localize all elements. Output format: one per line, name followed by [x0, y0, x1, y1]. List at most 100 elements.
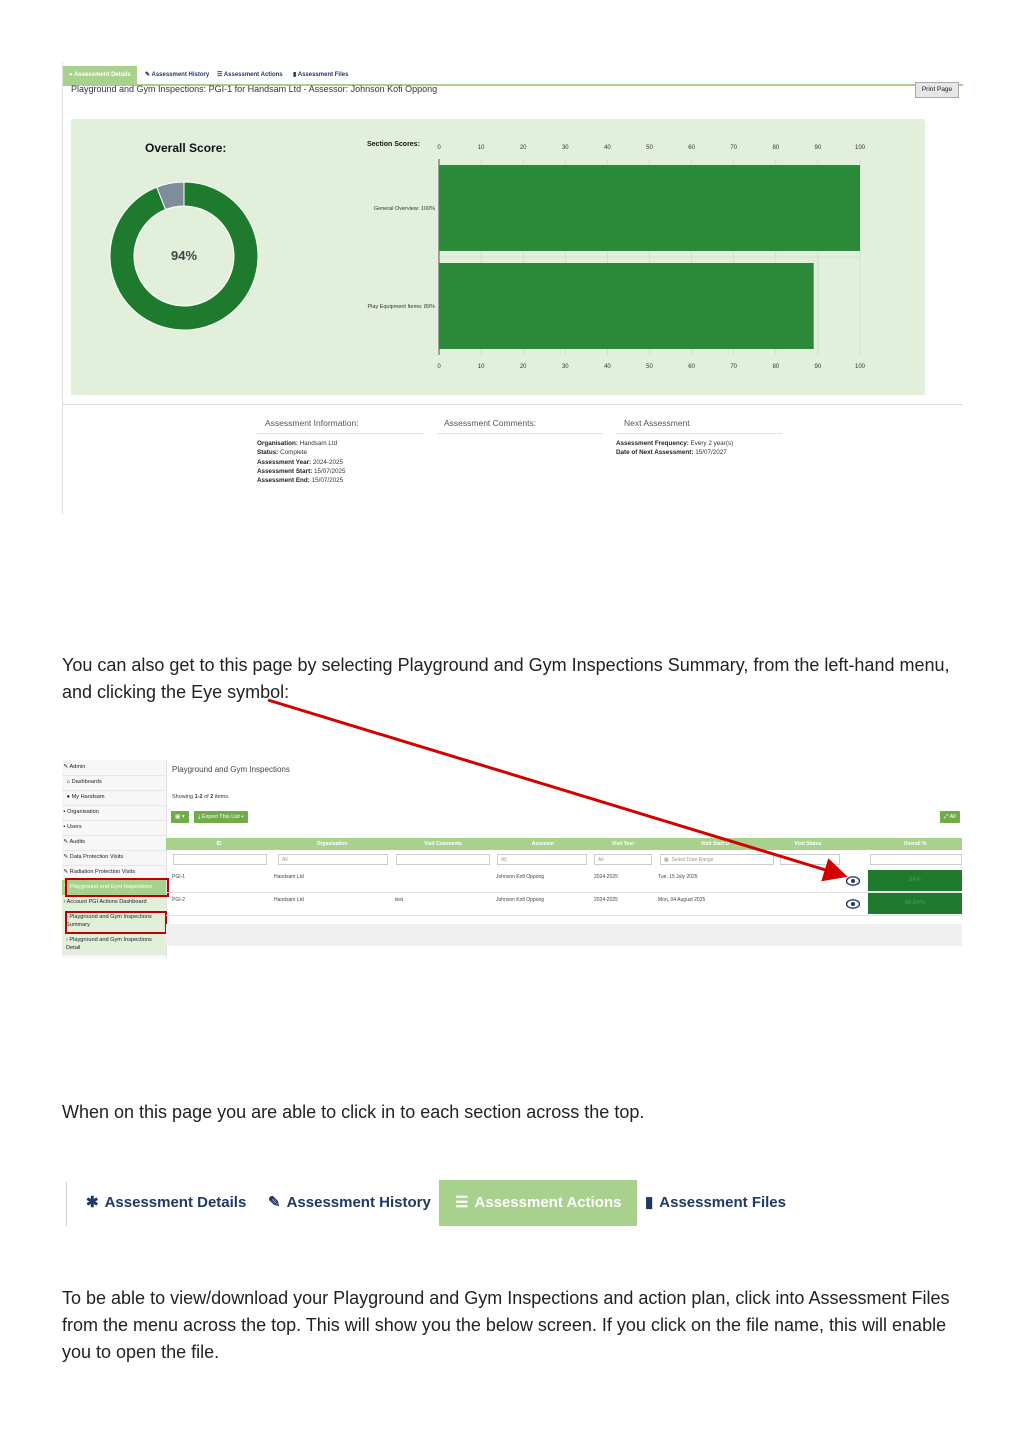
tab-assessment-actions[interactable]: ☰ Assessment Actions: [217, 72, 283, 78]
overall-filter-input[interactable]: [870, 854, 962, 865]
instruction-paragraph-2: When on this page you are able to click …: [62, 1102, 645, 1122]
sidebar-item-audits[interactable]: ✎ Audits: [62, 835, 166, 851]
status-value: Complete: [280, 449, 308, 457]
sidebar-item-users[interactable]: ▪ Users: [62, 820, 166, 836]
x-tick-label-bottom: 0: [437, 364, 441, 370]
end-value: 15/07/2025: [311, 477, 344, 485]
x-tick-label-top: 0: [437, 145, 441, 151]
row-comments: test: [395, 897, 404, 903]
wrench-icon: ✎: [62, 869, 70, 875]
row-assessor: Johnson Kofi Oppong: [496, 897, 545, 903]
sidebar-item-dashboards[interactable]: ⌂ Dashboards: [62, 775, 166, 791]
bar-0: [439, 165, 860, 251]
overall-score-donut: 94%: [109, 181, 259, 331]
page-title: Playground and Gym Inspections: [172, 765, 290, 774]
eye-icon[interactable]: [846, 899, 860, 909]
column-visit-comments[interactable]: Visit Comments: [424, 841, 462, 847]
table-row[interactable]: PGI-1 Handsam Ltd Johnson Kofi Oppong 20…: [166, 870, 962, 893]
table-header: ID Organisation Visit Comments Assessor …: [166, 838, 962, 850]
sidebar-item-my-handsam[interactable]: ● My Handsam: [62, 790, 166, 806]
assessment-tabs-zoom: ✱ Assessment Details ✎ Assessment History …: [62, 1180, 802, 1228]
tab-assessment-history[interactable]: ✎ Assessment History: [145, 72, 210, 78]
divider: [63, 404, 963, 405]
assessment-information-details: Organisation: Handsam Ltd Status: Comple…: [257, 439, 346, 485]
x-tick-label-bottom: 70: [730, 364, 737, 370]
calendar-icon: ▦: [664, 857, 672, 863]
x-tick-label-top: 20: [520, 145, 527, 151]
frequency-label: Assessment Frequency:: [616, 440, 689, 447]
circle-icon: ●: [69, 72, 75, 78]
x-tick-label-bottom: 90: [815, 364, 822, 370]
table-row[interactable]: PGI-2 Handsam Ltd test Johnson Kofi Oppo…: [166, 893, 962, 916]
sidebar-item-admin[interactable]: ✎ Admin: [62, 760, 166, 776]
date-range-filter-input[interactable]: ▦ Select Date Range: [660, 854, 774, 865]
column-visit-status[interactable]: Visit Status: [794, 841, 822, 847]
export-list-button[interactable]: ⤓ Export This List ▾: [194, 811, 248, 823]
print-page-button[interactable]: Print Page: [915, 82, 959, 98]
showing-count: Showing 1-2 of 2 items.: [172, 794, 230, 800]
row-id: PGI-1: [172, 874, 186, 880]
sidebar-item-organisation[interactable]: ▪ Organisation: [62, 805, 166, 821]
next-assessment-details: Assessment Frequency: Every 2 year(s) Da…: [616, 439, 733, 458]
column-organisation[interactable]: Organisation: [316, 841, 348, 847]
bar-category-label: Play Equipment Items: 89%: [367, 304, 435, 310]
expand-icon: ⤢: [944, 814, 950, 820]
column-assessor[interactable]: Assessor: [531, 841, 555, 847]
x-tick-label-top: 90: [815, 145, 822, 151]
bar-category-label: General Overview: 100%: [374, 206, 435, 212]
row-assessor: Johnson Kofi Oppong: [496, 874, 545, 880]
sidebar-item-data-protection[interactable]: ✎ Data Protection Visits: [62, 850, 166, 866]
instruction-paragraph-1: You can also get to this page by selecti…: [62, 655, 950, 702]
x-tick-label-top: 50: [646, 145, 653, 151]
asterisk-icon: ✱: [86, 1194, 99, 1211]
assessment-details-screenshot: ● Assessment Details ✎ Assessment Histor…: [62, 62, 965, 514]
next-assessment-heading: Next Assessment: [624, 418, 690, 428]
summary-main: Playground and Gym Inspections Showing 1…: [166, 760, 962, 950]
column-visit-start[interactable]: Visit Start D: [700, 841, 730, 847]
x-tick-label-top: 40: [604, 145, 611, 151]
x-tick-label-top: 80: [772, 145, 779, 151]
assessor-filter-select[interactable]: All: [497, 854, 587, 865]
assessment-comments-heading: Assessment Comments:: [444, 418, 537, 428]
x-tick-label-top: 70: [730, 145, 737, 151]
column-overall[interactable]: Overall %: [903, 841, 927, 847]
x-tick-label-bottom: 20: [520, 364, 527, 370]
frequency-value: Every 2 year(s): [690, 440, 734, 447]
donut-slice-remaining: [156, 181, 185, 211]
divider: [616, 433, 782, 434]
list-icon: ☰: [217, 72, 224, 78]
tab-assessment-actions[interactable]: ☰ Assessment Actions: [439, 1180, 638, 1226]
organisation-label: Organisation:: [257, 440, 298, 447]
x-tick-label-bottom: 30: [562, 364, 569, 370]
divider: [257, 433, 423, 434]
column-id[interactable]: ID: [216, 841, 222, 847]
year-filter-select[interactable]: All: [594, 854, 652, 865]
tab-assessment-files[interactable]: ▮ Assessment Files: [293, 72, 349, 78]
chevron-right-icon: ›: [66, 937, 70, 943]
column-visit-year[interactable]: Visit Year: [611, 841, 635, 847]
year-value: 2024-2025: [312, 458, 344, 466]
wrench-icon: ✎: [62, 764, 70, 770]
tab-assessment-history[interactable]: ✎ Assessment History: [268, 1180, 431, 1226]
x-tick-label-top: 100: [855, 145, 866, 151]
download-icon: ⤓: [198, 814, 202, 820]
tab-assessment-details[interactable]: ✱ Assessment Details: [86, 1180, 246, 1226]
tab-assessment-files[interactable]: ▮ Assessment Files: [645, 1180, 786, 1226]
divider: [437, 433, 603, 434]
x-tick-label-bottom: 40: [604, 364, 611, 370]
tab-assessment-details[interactable]: ● Assessment Details: [63, 66, 137, 84]
assessment-tab-bar: ● Assessment Details ✎ Assessment Histor…: [63, 64, 963, 86]
sidebar-item-pgi-detail[interactable]: › Playground and Gym Inspections Detail: [62, 933, 166, 955]
row-year: 2024-2025: [594, 874, 618, 880]
row-organisation: Handsam Ltd: [274, 897, 304, 903]
row-start: Mon, 04 August 2025: [658, 897, 706, 903]
grid-menu-button[interactable]: ▦ ▾: [171, 811, 189, 823]
x-tick-label-bottom: 50: [646, 364, 653, 370]
id-filter-input[interactable]: [173, 854, 267, 865]
donut-svg: [109, 181, 259, 331]
organisation-filter-select[interactable]: All: [278, 854, 388, 865]
year-label: Assessment Year:: [257, 458, 312, 466]
expand-all-button[interactable]: ⤢ All: [940, 811, 960, 823]
comments-filter-input[interactable]: [396, 854, 490, 865]
